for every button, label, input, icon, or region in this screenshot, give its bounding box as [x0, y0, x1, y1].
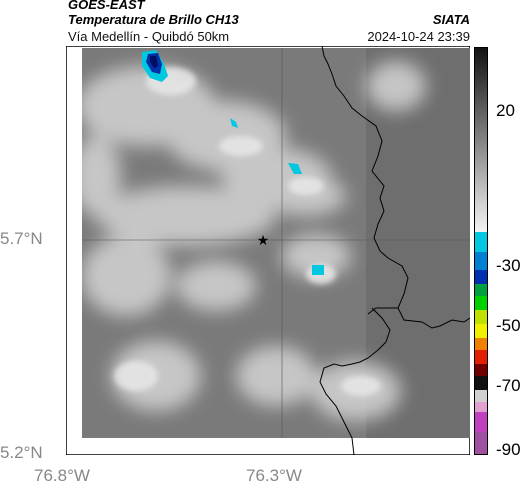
brand-label: SIATA: [432, 12, 470, 27]
colorbar: [474, 47, 488, 455]
satellite-title: GOES-EAST: [68, 0, 145, 12]
lon-label-76-8: 76.8°W: [34, 466, 90, 485]
satellite-map: ★: [61, 45, 471, 460]
star-icon: ★: [257, 233, 270, 249]
colorbar-tick-minus-50: -50: [496, 316, 521, 335]
colorbar-tick-20: 20: [496, 101, 515, 120]
product-title: Temperatura de Brillo CH13: [68, 12, 239, 27]
lat-label-5-2: 5.2°N: [0, 443, 43, 462]
colorbar-tick-minus-70: -70: [496, 376, 521, 395]
cloud-field: [82, 48, 470, 438]
timestamp: 2024-10-24 23:39: [367, 29, 470, 44]
lon-label-76-3: 76.3°W: [246, 466, 302, 485]
colorbar-tick-minus-30: -30: [496, 256, 521, 275]
department-border: [319, 45, 471, 456]
route-subtitle: Vía Medellín - Quibdó 50km: [68, 29, 230, 44]
colorbar-tick-minus-90: -90: [496, 440, 521, 459]
lat-label-5-7: 5.7°N: [0, 229, 43, 248]
cold-cloud-cells: [142, 50, 324, 275]
